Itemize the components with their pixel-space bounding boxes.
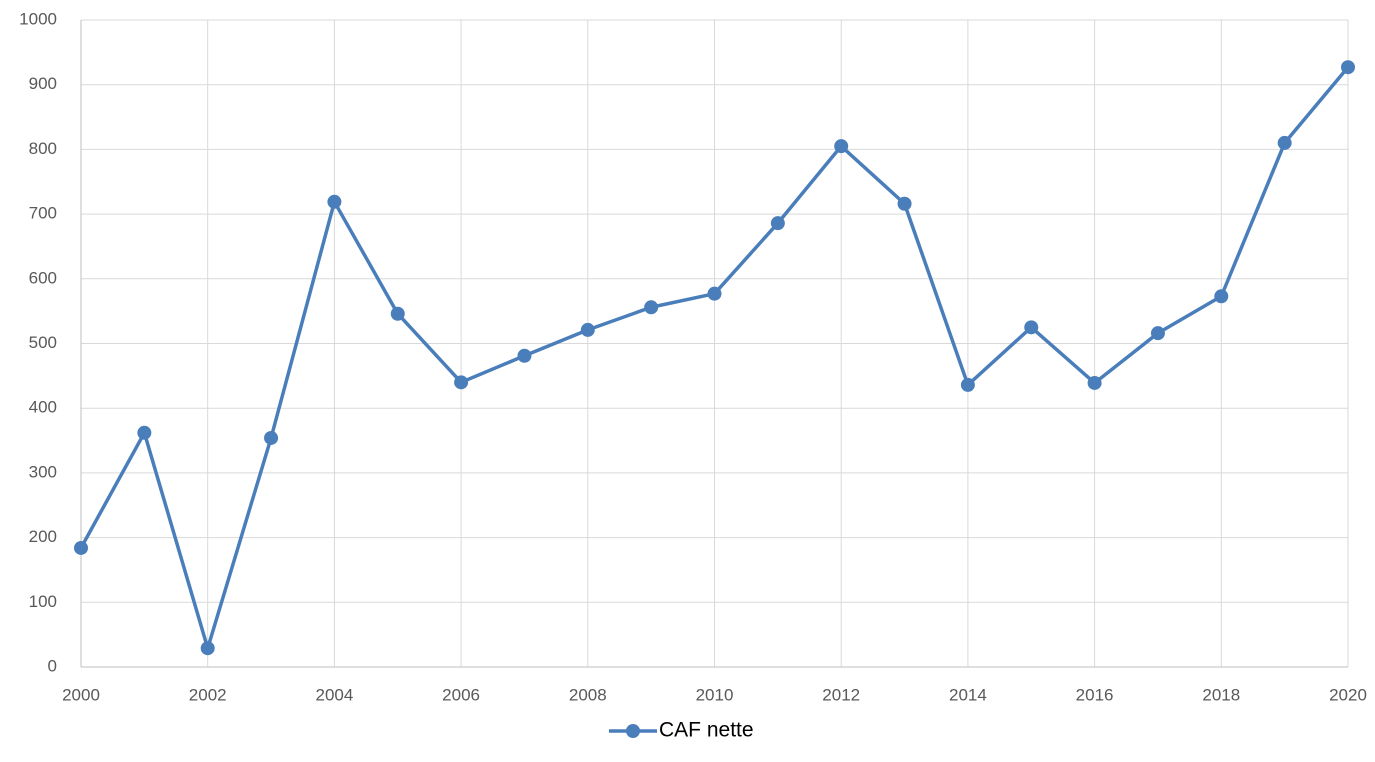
data-point	[137, 425, 152, 440]
data-point	[1277, 135, 1292, 150]
data-point	[834, 139, 849, 154]
x-tick-label: 2008	[569, 685, 607, 704]
data-point	[454, 375, 469, 390]
y-tick-label: 200	[29, 527, 57, 546]
x-tick-label: 2020	[1329, 685, 1367, 704]
data-point	[74, 540, 88, 555]
data-point	[1150, 326, 1165, 341]
x-tick-label: 2000	[62, 685, 100, 704]
y-tick-label: 700	[29, 204, 57, 223]
legend-marker	[626, 724, 640, 738]
data-point	[1024, 320, 1039, 335]
y-tick-label: 0	[48, 656, 57, 675]
data-point	[1214, 289, 1229, 304]
data-point	[707, 286, 722, 301]
x-tick-label: 2016	[1076, 685, 1114, 704]
x-tick-label: 2012	[822, 685, 860, 704]
data-point	[264, 430, 279, 445]
data-point	[200, 641, 215, 656]
data-point	[770, 216, 785, 231]
data-point	[960, 377, 975, 392]
y-tick-label: 800	[29, 139, 57, 158]
data-point	[327, 194, 342, 209]
x-tick-label: 2006	[442, 685, 480, 704]
x-tick-label: 2018	[1202, 685, 1240, 704]
x-tick-label: 2004	[315, 685, 353, 704]
data-point	[1087, 375, 1102, 390]
data-point	[644, 300, 659, 315]
x-tick-label: 2014	[949, 685, 987, 704]
data-point	[517, 348, 532, 363]
data-point	[897, 196, 912, 211]
y-tick-label: 900	[29, 74, 57, 93]
data-point	[1341, 60, 1355, 75]
y-tick-label: 400	[29, 398, 57, 417]
data-point	[390, 306, 405, 321]
x-tick-label: 2002	[189, 685, 227, 704]
legend-label: CAF nette	[659, 719, 754, 742]
y-tick-label: 1000	[19, 9, 57, 28]
data-point	[580, 322, 595, 337]
y-tick-label: 600	[29, 268, 57, 287]
y-tick-label: 300	[29, 462, 57, 481]
y-tick-label: 100	[29, 592, 57, 611]
x-tick-label: 2010	[696, 685, 734, 704]
y-tick-label: 500	[29, 333, 57, 352]
